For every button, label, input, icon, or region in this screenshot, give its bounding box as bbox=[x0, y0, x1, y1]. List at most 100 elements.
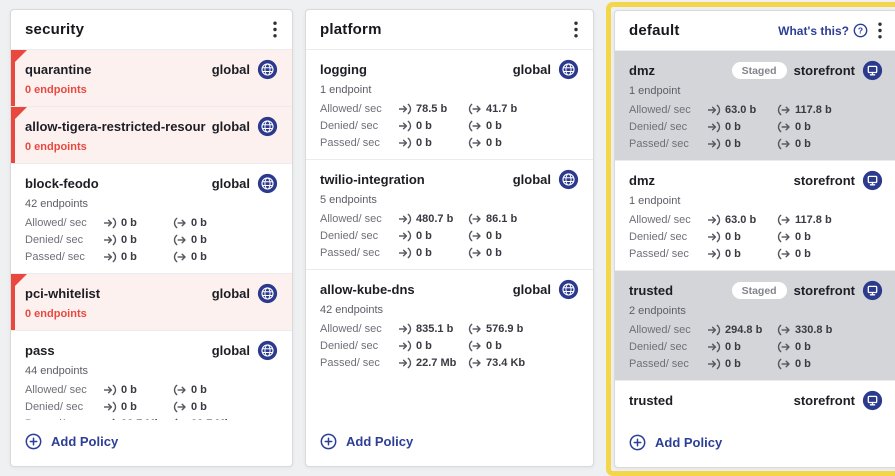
whats-this-label: What's this? bbox=[778, 23, 849, 38]
policy-name: trusted bbox=[629, 393, 674, 408]
inbound-icon bbox=[707, 121, 721, 133]
outbound-value: 0 b bbox=[795, 248, 811, 260]
policy-card[interactable]: pci-whitelist global 0 endpoints bbox=[11, 273, 292, 330]
outbound-value: 0 b bbox=[486, 340, 502, 352]
inbound-value: 0 b bbox=[416, 230, 432, 242]
question-circle-icon: ? bbox=[853, 23, 868, 38]
outbound-value: 73.4 Kb bbox=[486, 357, 526, 369]
storefront-icon bbox=[862, 390, 883, 411]
stat-label: Passed/ sec bbox=[629, 248, 689, 260]
add-policy-button[interactable]: Add Policy bbox=[320, 433, 413, 450]
policy-stats: Allowed/ sec 63.0 b 117.8 b Denied/ sec … bbox=[629, 214, 883, 260]
inbound-value: 0 b bbox=[121, 384, 137, 396]
inbound-value: 0 b bbox=[121, 251, 137, 263]
add-policy-label: Add Policy bbox=[655, 435, 723, 450]
policy-stats: Allowed/ sec 78.5 b 41.7 b Denied/ sec 0… bbox=[320, 103, 579, 149]
endpoints-count: 0 endpoints bbox=[25, 141, 87, 153]
stat-row: Denied/ sec 0 b 0 b bbox=[320, 120, 579, 132]
policy-card[interactable]: pass global 44 endpoints Allowed/ sec 0 … bbox=[11, 330, 292, 420]
outbound-icon bbox=[173, 384, 187, 396]
stat-label: Passed/ sec bbox=[25, 418, 103, 420]
outbound-icon bbox=[468, 120, 482, 132]
policy-stats: Allowed/ sec 63.0 b 117.8 b Denied/ sec … bbox=[629, 104, 883, 150]
endpoints-count: 1 endpoint bbox=[629, 85, 681, 97]
endpoints-count: 0 endpoints bbox=[25, 308, 87, 320]
policy-list: logging global 1 endpoint Allowed/ sec 7… bbox=[306, 50, 593, 420]
policy-card[interactable]: twilio-integration global 5 endpoints Al… bbox=[306, 159, 593, 269]
globe-icon bbox=[558, 59, 579, 80]
whats-this-link[interactable]: What's this? ? bbox=[778, 23, 868, 38]
inbound-icon bbox=[707, 324, 721, 336]
inbound-icon bbox=[707, 358, 721, 370]
outbound-value: 0 b bbox=[486, 247, 502, 259]
inbound-icon bbox=[707, 231, 721, 243]
policy-card[interactable]: block-feodo global 42 endpoints Allowed/… bbox=[11, 163, 292, 273]
column-menu-button[interactable] bbox=[573, 21, 579, 38]
globe-icon bbox=[257, 59, 278, 80]
outbound-value: 0 b bbox=[191, 217, 207, 229]
policy-scope: global bbox=[211, 119, 250, 134]
stat-row: Passed/ sec 22.7 Mb 22.7 Mb bbox=[25, 418, 278, 420]
outbound-icon bbox=[777, 104, 791, 116]
outbound-icon bbox=[777, 248, 791, 260]
policy-scope: global bbox=[211, 176, 250, 191]
policy-card[interactable]: trusted Staged storefront 2 endpoints Al… bbox=[615, 270, 895, 380]
outbound-value: 0 b bbox=[795, 358, 811, 370]
policy-stats: Allowed/ sec 835.1 b 576.9 b Denied/ sec… bbox=[320, 323, 579, 369]
endpoints-count: 42 endpoints bbox=[320, 304, 383, 316]
outbound-value: 0 b bbox=[191, 384, 207, 396]
policy-card[interactable]: dmz Staged storefront 1 endpoint Allowed… bbox=[615, 51, 895, 160]
policy-card[interactable]: logging global 1 endpoint Allowed/ sec 7… bbox=[306, 50, 593, 159]
outbound-icon bbox=[777, 231, 791, 243]
stat-row: Denied/ sec 0 b 0 b bbox=[629, 231, 883, 243]
add-policy-button[interactable]: Add Policy bbox=[629, 434, 722, 451]
policy-name: allow-kube-dns bbox=[320, 282, 415, 297]
add-policy-button[interactable]: Add Policy bbox=[25, 433, 118, 450]
inbound-value: 0 b bbox=[725, 358, 741, 370]
policy-name: quarantine bbox=[25, 62, 92, 77]
inbound-value: 0 b bbox=[725, 138, 741, 150]
outbound-value: 0 b bbox=[795, 231, 811, 243]
stat-label: Passed/ sec bbox=[629, 358, 689, 370]
stat-row: Passed/ sec 22.7 Mb 73.4 Kb bbox=[320, 357, 579, 369]
outbound-icon bbox=[468, 230, 482, 242]
stat-row: Denied/ sec 0 b 0 b bbox=[629, 341, 883, 353]
policy-card[interactable]: allow-kube-dns global 42 endpoints Allow… bbox=[306, 269, 593, 379]
stat-label: Denied/ sec bbox=[629, 341, 688, 353]
stat-label: Denied/ sec bbox=[320, 230, 379, 242]
policy-scope: global bbox=[512, 282, 551, 297]
inbound-value: 835.1 b bbox=[416, 323, 454, 335]
inbound-value: 0 b bbox=[725, 231, 741, 243]
stat-row: Allowed/ sec 0 b 0 b bbox=[25, 384, 278, 396]
stat-row: Allowed/ sec 78.5 b 41.7 b bbox=[320, 103, 579, 115]
policy-scope: global bbox=[512, 62, 551, 77]
inbound-icon bbox=[707, 138, 721, 150]
outbound-value: 0 b bbox=[795, 341, 811, 353]
column-menu-button[interactable] bbox=[272, 21, 278, 38]
policy-list: quarantine global 0 endpoints allow-tige… bbox=[11, 50, 292, 420]
outbound-value: 0 b bbox=[191, 234, 207, 246]
stat-label: Allowed/ sec bbox=[629, 324, 691, 336]
column-footer: Add Policy bbox=[615, 421, 895, 467]
inbound-icon bbox=[398, 103, 412, 115]
policy-name: pci-whitelist bbox=[25, 286, 101, 301]
policy-card[interactable]: quarantine global 0 endpoints bbox=[11, 50, 292, 106]
column-menu-button[interactable] bbox=[877, 22, 883, 39]
outbound-value: 0 b bbox=[191, 401, 207, 413]
outbound-value: 22.7 Mb bbox=[191, 418, 231, 420]
inbound-value: 0 b bbox=[121, 401, 137, 413]
column-header: platform bbox=[306, 10, 593, 50]
stat-row: Passed/ sec 0 b 0 b bbox=[629, 138, 883, 150]
outbound-value: 0 b bbox=[486, 230, 502, 242]
inbound-icon bbox=[398, 340, 412, 352]
policy-card[interactable]: trusted storefront bbox=[615, 380, 895, 421]
stat-label: Denied/ sec bbox=[25, 401, 84, 413]
policy-list: dmz Staged storefront 1 endpoint Allowed… bbox=[615, 51, 895, 421]
endpoints-count: 44 endpoints bbox=[25, 365, 88, 377]
policy-card[interactable]: dmz storefront 1 endpoint Allowed/ sec 6… bbox=[615, 160, 895, 270]
inbound-value: 22.7 Mb bbox=[416, 357, 457, 369]
column-footer: Add Policy bbox=[11, 420, 292, 466]
outbound-value: 0 b bbox=[795, 121, 811, 133]
policy-card[interactable]: allow-tigera-restricted-resources global… bbox=[11, 106, 292, 163]
